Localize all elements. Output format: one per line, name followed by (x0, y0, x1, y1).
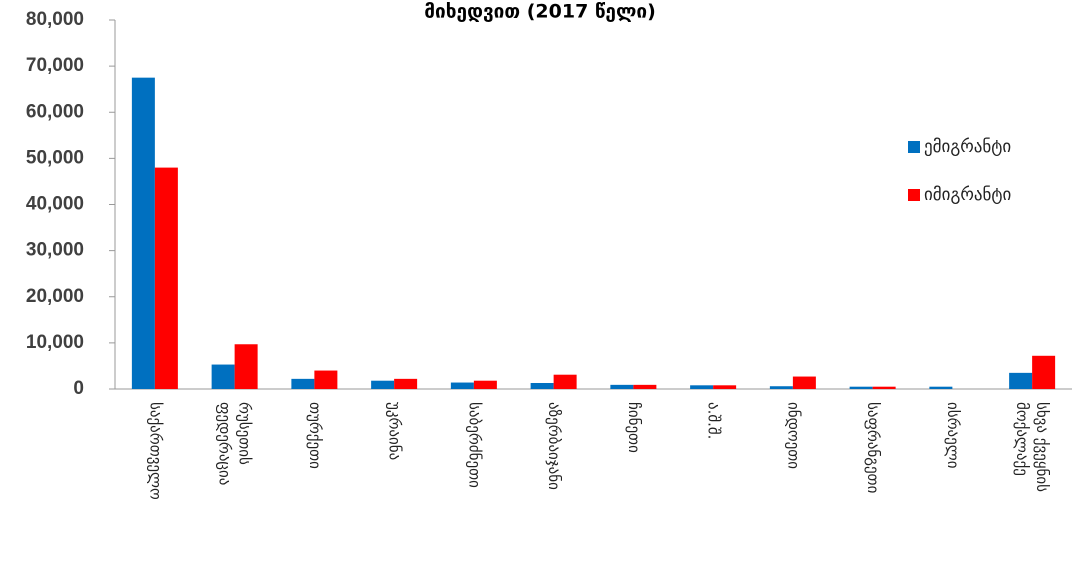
chart-title: მიხედვით (2017 წელი) (424, 1, 656, 23)
bar (872, 386, 896, 389)
bar (530, 383, 554, 389)
legend-swatch (908, 189, 920, 201)
bar (211, 364, 235, 389)
bar (792, 376, 816, 389)
bar (1009, 372, 1033, 389)
bar (394, 378, 418, 389)
x-tick-label: ინდოეთი (784, 402, 802, 469)
bar (713, 385, 737, 389)
bar (1032, 355, 1056, 389)
bar (633, 384, 657, 389)
bar (610, 384, 634, 389)
bar (769, 386, 793, 389)
bar (154, 167, 178, 389)
bar (473, 380, 497, 389)
bar (314, 370, 338, 389)
x-tick-label: საბერძნეთი (465, 402, 483, 488)
y-tick-label: 20,000 (26, 286, 84, 307)
bar (849, 386, 873, 389)
y-tick-label: 0 (73, 378, 84, 399)
bar (291, 378, 315, 389)
x-tick-label: რუსეთისფედერაცია (216, 402, 254, 485)
x-tick-label: აზერბაიჯანი (545, 402, 563, 490)
x-tick-label: ისრაელი (944, 402, 962, 469)
x-tick-label: ა.შ.შ. (705, 402, 723, 439)
x-tick-label: საფრანგეთი (864, 402, 882, 494)
x-tick-label: ჩინეთი (625, 402, 643, 453)
x-tick-label: თურქეთი (306, 402, 324, 469)
y-tick-label: 30,000 (26, 240, 84, 261)
y-tick-label: 10,000 (26, 332, 84, 353)
bar (450, 382, 474, 389)
y-tick-label: 70,000 (26, 55, 84, 76)
legend-swatch (908, 141, 920, 153)
bar (553, 374, 577, 389)
y-tick-label: 80,000 (26, 9, 84, 30)
bar (131, 77, 155, 389)
y-tick-label: 40,000 (26, 194, 84, 215)
x-tick-label: უკრაინა (386, 402, 404, 460)
legend-label: ემიგრანტი (924, 137, 1011, 157)
bar (690, 385, 714, 389)
y-tick-label: 50,000 (26, 147, 84, 168)
bar (371, 380, 395, 389)
x-tick-label: საქართველო (146, 402, 164, 500)
y-tick-label: 60,000 (26, 101, 84, 122)
bar (234, 344, 258, 389)
bar (929, 386, 953, 389)
x-tick-label: სხვა ქვეყნისმოქალაქე (1014, 402, 1052, 492)
legend-label: იმიგრანტი (924, 185, 1011, 205)
